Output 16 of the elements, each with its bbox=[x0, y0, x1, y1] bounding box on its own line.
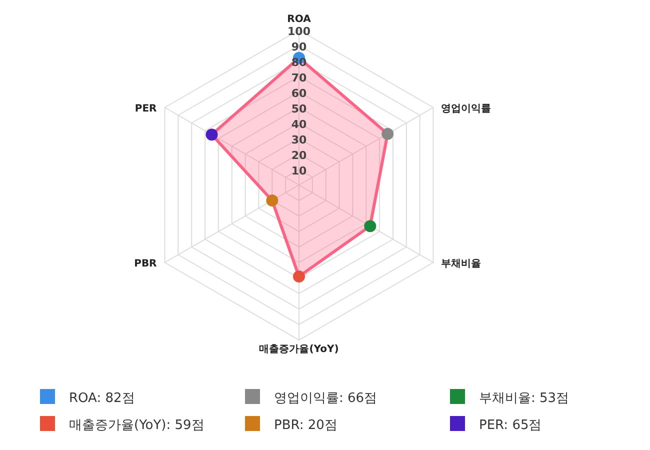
notes: ROA: 82점 영업이익률: 66점 부채비율: 53점 매출증가율(YoY): 59점 PBR: 20점 PER: 65점 bbox=[40, 389, 570, 433]
y-tick-label: 50 bbox=[291, 102, 307, 116]
spoke-label: ROA bbox=[287, 14, 312, 25]
spoke-label: PER bbox=[134, 104, 158, 114]
spoke-label: 매출증가율(YoY) bbox=[259, 344, 339, 355]
y-tick-label: 10 bbox=[291, 164, 307, 178]
spoke-label: PBR bbox=[134, 258, 158, 270]
y-tick-label: 30 bbox=[291, 134, 307, 146]
y-tick-label: 60 bbox=[291, 87, 307, 100]
y-tick-label: 100 bbox=[288, 25, 311, 38]
spoke-label: 영업이익률 bbox=[441, 104, 492, 114]
y-tick-label: 20 bbox=[291, 149, 307, 162]
y-tick-label: 40 bbox=[291, 118, 307, 131]
y-tick-label: 70 bbox=[291, 72, 307, 84]
spoke-label: 부채비율 bbox=[441, 258, 482, 270]
y-tick-label: 90 bbox=[291, 40, 307, 54]
